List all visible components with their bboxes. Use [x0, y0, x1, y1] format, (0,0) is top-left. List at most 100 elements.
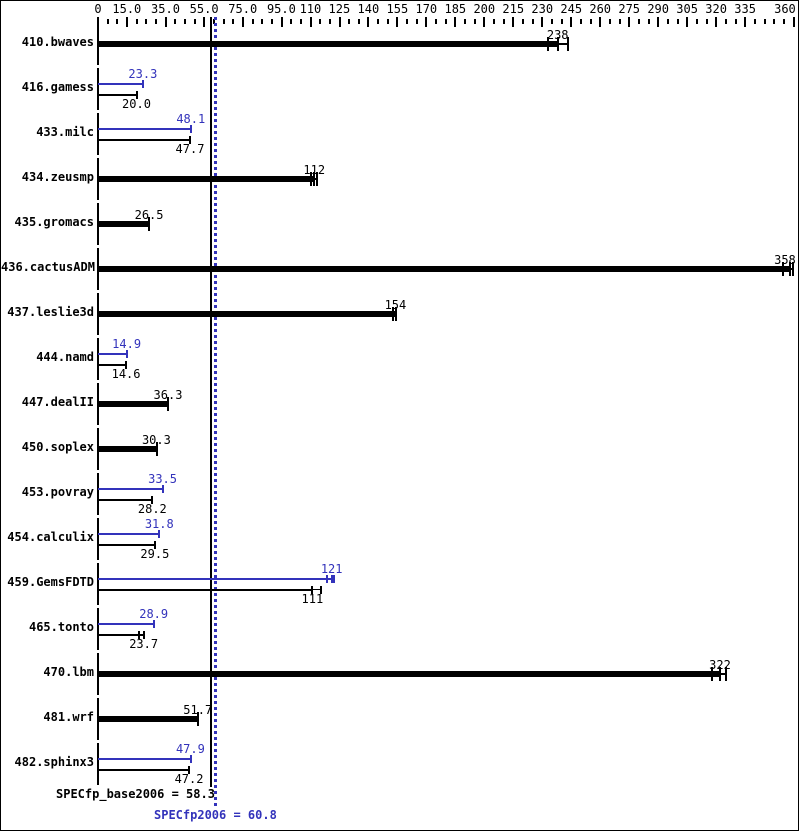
axis-major-tick	[715, 17, 718, 27]
benchmark-label: 444.namd	[36, 350, 94, 364]
axis-minor-tick	[299, 19, 302, 24]
axis-minor-tick	[608, 19, 611, 24]
axis-major-tick	[97, 17, 99, 27]
axis-minor-tick	[502, 19, 505, 24]
run-tick	[148, 217, 151, 231]
axis-minor-tick	[637, 19, 640, 24]
peak-bar	[98, 128, 191, 130]
axis-minor-tick	[348, 19, 351, 24]
axis-tick-label: 170	[415, 2, 438, 16]
run-tick	[158, 530, 161, 538]
run-tick	[556, 37, 559, 51]
axis-minor-tick	[522, 19, 525, 24]
base-value-label: 47.7	[175, 142, 205, 156]
axis-minor-tick	[328, 19, 331, 24]
base-value-label: 111	[301, 592, 324, 606]
axis-major-tick	[483, 17, 486, 27]
run-tick	[316, 172, 319, 186]
run-tick	[142, 631, 145, 639]
base-bar	[98, 364, 127, 366]
axis-minor-tick	[145, 19, 148, 24]
axis-tick-label: 125	[328, 2, 351, 16]
run-tick	[567, 37, 570, 51]
axis-tick-label: 275	[618, 2, 641, 16]
axis-tick-label: 185	[444, 2, 467, 16]
axis-major-tick	[367, 17, 370, 27]
peak-value-label: 48.1	[176, 112, 206, 126]
peak-bar	[98, 533, 160, 535]
axis-minor-tick	[106, 19, 109, 24]
row-baseline	[97, 473, 99, 515]
axis-major-tick	[125, 17, 128, 27]
run-tick	[311, 586, 314, 594]
peak-value-label: 23.3	[128, 67, 158, 81]
peak-value-label: 14.9	[112, 337, 142, 351]
run-tick	[167, 397, 170, 411]
base-bar	[98, 589, 313, 591]
base-bar	[98, 176, 315, 182]
base-value-label: 358	[774, 253, 796, 267]
axis-tick-label: 335	[734, 2, 756, 16]
axis-minor-tick	[724, 19, 727, 24]
benchmark-label: 465.tonto	[28, 620, 94, 634]
benchmark-label: 450.soplex	[21, 440, 94, 454]
axis-minor-tick	[782, 19, 785, 24]
benchmark-label: 453.povray	[21, 485, 94, 499]
axis-tick-label: 260	[589, 2, 612, 16]
peak-value-label: 31.8	[144, 517, 174, 531]
axis-tick-label: 15.0	[112, 2, 142, 16]
benchmark-label: 436.cactusADM	[1, 260, 95, 274]
axis-major-tick	[599, 17, 602, 27]
axis-major-tick	[164, 17, 167, 27]
axis-minor-tick	[319, 19, 322, 24]
axis-tick-label: 200	[473, 2, 496, 16]
run-tick	[332, 575, 335, 583]
base-bar	[98, 41, 558, 47]
axis-tick-label: 35.0	[151, 2, 180, 16]
axis-minor-tick	[270, 19, 273, 24]
axis-minor-tick	[290, 19, 293, 24]
base-value-label: 36.3	[153, 388, 183, 402]
base-value-label: 51.7	[183, 703, 213, 717]
peak-bar	[98, 623, 154, 625]
axis-tick-label: 230	[531, 2, 554, 16]
base-bar	[98, 499, 153, 501]
run-extension	[312, 589, 323, 590]
axis-minor-tick	[154, 19, 157, 24]
base-value-label: 154	[384, 298, 407, 312]
peak-value-label: 121	[320, 562, 343, 576]
run-tick	[788, 262, 791, 276]
axis-minor-tick	[261, 19, 264, 24]
axis-major-tick	[512, 17, 515, 27]
run-tick	[189, 136, 192, 144]
run-tick	[394, 307, 397, 321]
peak-value-label: 47.9	[175, 742, 205, 756]
benchmark-label: 435.gromacs	[14, 215, 94, 229]
run-tick	[125, 350, 128, 358]
axis-tick-label: 290	[647, 2, 670, 16]
specfp-peak-summary: SPECfp2006 = 60.8	[154, 808, 277, 822]
axis-minor-tick	[135, 19, 138, 24]
base-mean-line	[210, 17, 212, 787]
run-tick	[196, 712, 199, 726]
base-bar	[98, 311, 396, 317]
axis-minor-tick	[473, 19, 476, 24]
run-tick	[138, 631, 141, 639]
base-value-label: 28.2	[137, 502, 167, 516]
base-value-label: 238	[546, 28, 569, 42]
base-value-label: 112	[303, 163, 326, 177]
run-extension	[557, 43, 570, 45]
base-value-label: 14.6	[111, 367, 141, 381]
axis-minor-tick	[705, 19, 708, 24]
base-bar	[98, 266, 790, 272]
axis-minor-tick	[493, 19, 496, 24]
run-tick	[152, 620, 155, 628]
benchmark-label: 434.zeusmp	[21, 170, 94, 184]
base-value-label: 47.2	[174, 772, 204, 786]
benchmark-label: 447.dealII	[21, 395, 94, 409]
axis-major-tick	[686, 17, 689, 27]
row-baseline	[97, 608, 99, 650]
run-tick	[320, 586, 323, 594]
peak-bar	[98, 83, 143, 85]
